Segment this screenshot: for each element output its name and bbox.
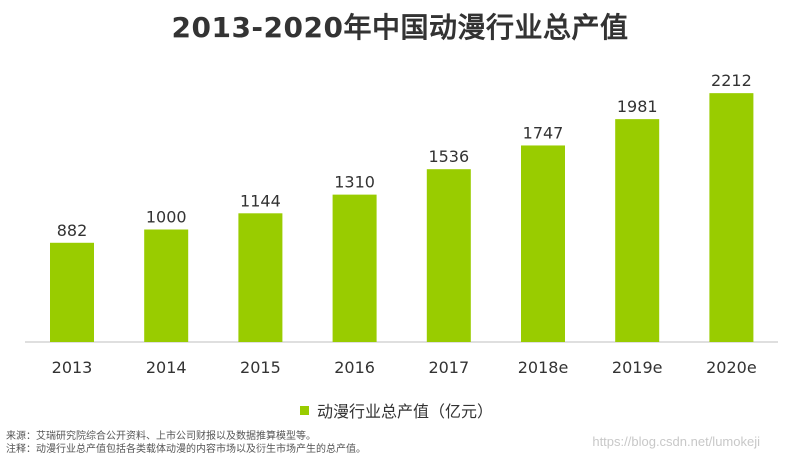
x-tick-2015: 2015 <box>240 358 281 377</box>
data-label-2016: 1310 <box>334 173 375 192</box>
x-tick-2014: 2014 <box>146 358 187 377</box>
annotation-note: 注释：动漫行业总产值包括各类载体动漫的内容市场以及衍生市场产生的总产值。 <box>6 444 366 455</box>
x-tick-2020e: 2020e <box>706 358 757 377</box>
data-label-2015: 1144 <box>240 191 281 210</box>
data-label-2020e: 2212 <box>711 71 752 90</box>
legend-swatch <box>300 405 309 415</box>
bar-chart: 882 2013 1000 2014 1144 2015 1310 2016 1536 2017 1… <box>25 71 778 377</box>
data-label-2013: 882 <box>57 221 88 240</box>
watermark: https://blog.csdn.net/lumokeji <box>592 434 760 449</box>
bar-2013 <box>50 242 94 342</box>
x-tick-2018e: 2018e <box>518 358 569 377</box>
data-label-2018e: 1747 <box>523 123 564 142</box>
data-label-2017: 1536 <box>428 147 469 166</box>
bar-2016 <box>332 194 377 342</box>
x-tick-2019e: 2019e <box>612 358 663 377</box>
footnotes: 来源：艾瑞研究院综合公开资料、上市公司财报以及数据推算模型等。 注释：动漫行业总… <box>6 430 366 456</box>
bar-2014 <box>144 229 189 342</box>
x-tick-2017: 2017 <box>428 358 469 377</box>
legend-label: 动漫行业总产值（亿元） <box>317 402 494 421</box>
data-label-2014: 1000 <box>146 208 187 227</box>
bar-2019e <box>615 119 660 342</box>
x-tick-2013: 2013 <box>52 358 93 377</box>
bar-2018e <box>521 145 565 342</box>
legend: 动漫行业总产值（亿元） <box>300 398 493 422</box>
data-label-2019e: 1981 <box>617 97 658 116</box>
bar-2015 <box>238 213 283 342</box>
bar-2020e <box>709 93 754 343</box>
source-note: 来源：艾瑞研究院综合公开资料、上市公司财报以及数据推算模型等。 <box>6 431 316 442</box>
bar-2017 <box>426 169 471 342</box>
chart-title: 2013-2020年中国动漫行业总产值 <box>171 11 629 44</box>
x-tick-2016: 2016 <box>334 358 375 377</box>
